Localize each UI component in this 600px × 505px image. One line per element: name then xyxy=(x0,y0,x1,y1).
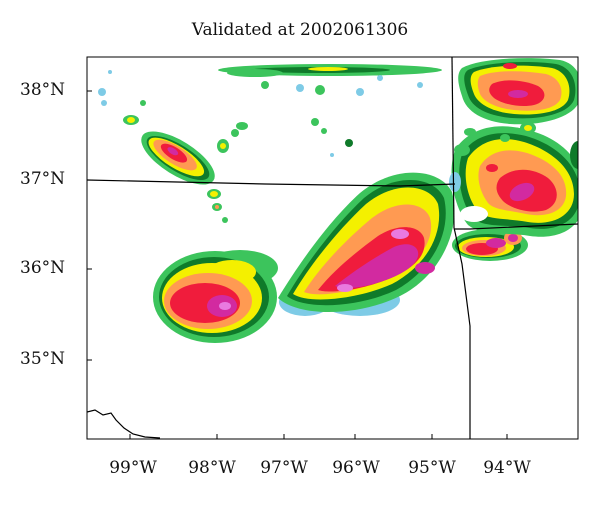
kansas-oklahoma-border xyxy=(87,179,456,187)
lon-label-94: 94°W xyxy=(483,458,531,478)
precip-cell-east xyxy=(452,229,528,261)
missouri-west-border xyxy=(451,57,455,229)
precip-cell-northwest xyxy=(141,131,215,185)
lat-label-35: 35°N xyxy=(20,349,66,369)
texas-border xyxy=(87,409,161,439)
plot-frame xyxy=(86,56,579,440)
lon-label-96: 96°W xyxy=(332,458,380,478)
lon-label-97: 97°W xyxy=(260,458,308,478)
state-borders xyxy=(87,57,578,439)
lat-label-37: 37°N xyxy=(20,169,66,189)
precip-cell-southwest xyxy=(153,250,278,343)
lon-label-95: 95°W xyxy=(408,458,456,478)
precip-cell-top-right xyxy=(458,58,578,142)
lon-label-98: 98°W xyxy=(188,458,236,478)
precip-cell-central xyxy=(278,172,455,316)
axis-ticks xyxy=(87,90,508,439)
lat-label-36: 36°N xyxy=(20,258,66,278)
oklahoma-arkansas-border xyxy=(453,227,471,439)
precip-field xyxy=(87,57,578,439)
lon-label-99: 99°W xyxy=(109,458,157,478)
precip-cell-west-scatter xyxy=(98,70,353,223)
precip-cell-north-band xyxy=(218,64,442,96)
missouri-arkansas-border xyxy=(454,223,578,230)
map-title: Validated at 2002061306 xyxy=(191,20,409,40)
lat-label-38: 38°N xyxy=(20,80,66,100)
precip-cell-northeast xyxy=(449,126,578,237)
